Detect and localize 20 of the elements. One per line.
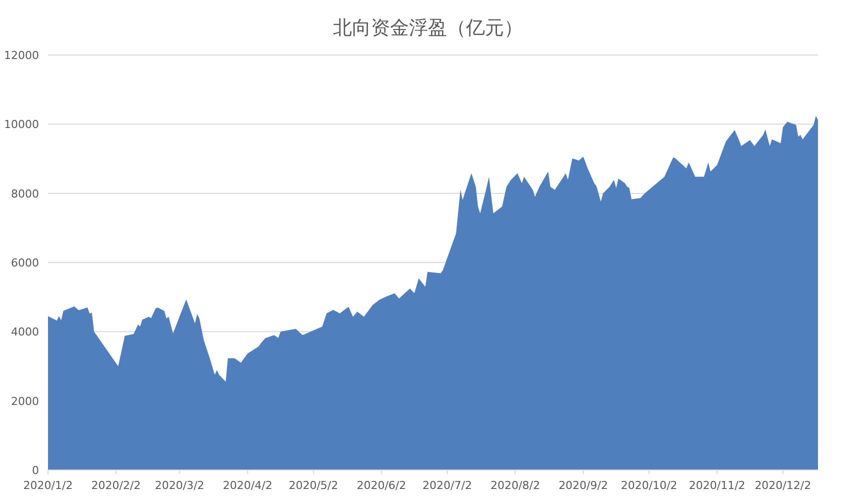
x-tick-label: 2020/12/2 bbox=[754, 479, 812, 492]
y-tick-label: 8000 bbox=[11, 187, 39, 200]
x-tick-label: 2020/10/2 bbox=[620, 479, 678, 492]
x-tick-label: 2020/3/2 bbox=[154, 479, 204, 492]
x-tick-label: 2020/5/2 bbox=[288, 479, 338, 492]
x-tick-label: 2020/2/2 bbox=[91, 479, 141, 492]
x-tick-label: 2020/7/2 bbox=[422, 479, 472, 492]
x-tick-label: 2020/9/2 bbox=[558, 479, 608, 492]
y-tick-label: 0 bbox=[32, 464, 39, 477]
x-tick-label: 2020/6/2 bbox=[356, 479, 406, 492]
x-tick-label: 2020/11/2 bbox=[688, 479, 746, 492]
y-tick-label: 2000 bbox=[11, 394, 39, 408]
chart-title: 北向资金浮盈（亿元） bbox=[333, 17, 523, 39]
y-tick-label: 12000 bbox=[4, 49, 39, 62]
x-tick-label: 2020/1/2 bbox=[23, 479, 73, 492]
x-tick-label: 2020/4/2 bbox=[222, 479, 272, 492]
y-tick-label: 10000 bbox=[4, 118, 39, 132]
y-tick-label: 4000 bbox=[11, 326, 39, 339]
y-tick-label: 6000 bbox=[11, 256, 39, 270]
x-tick-label: 2020/8/2 bbox=[490, 479, 540, 492]
